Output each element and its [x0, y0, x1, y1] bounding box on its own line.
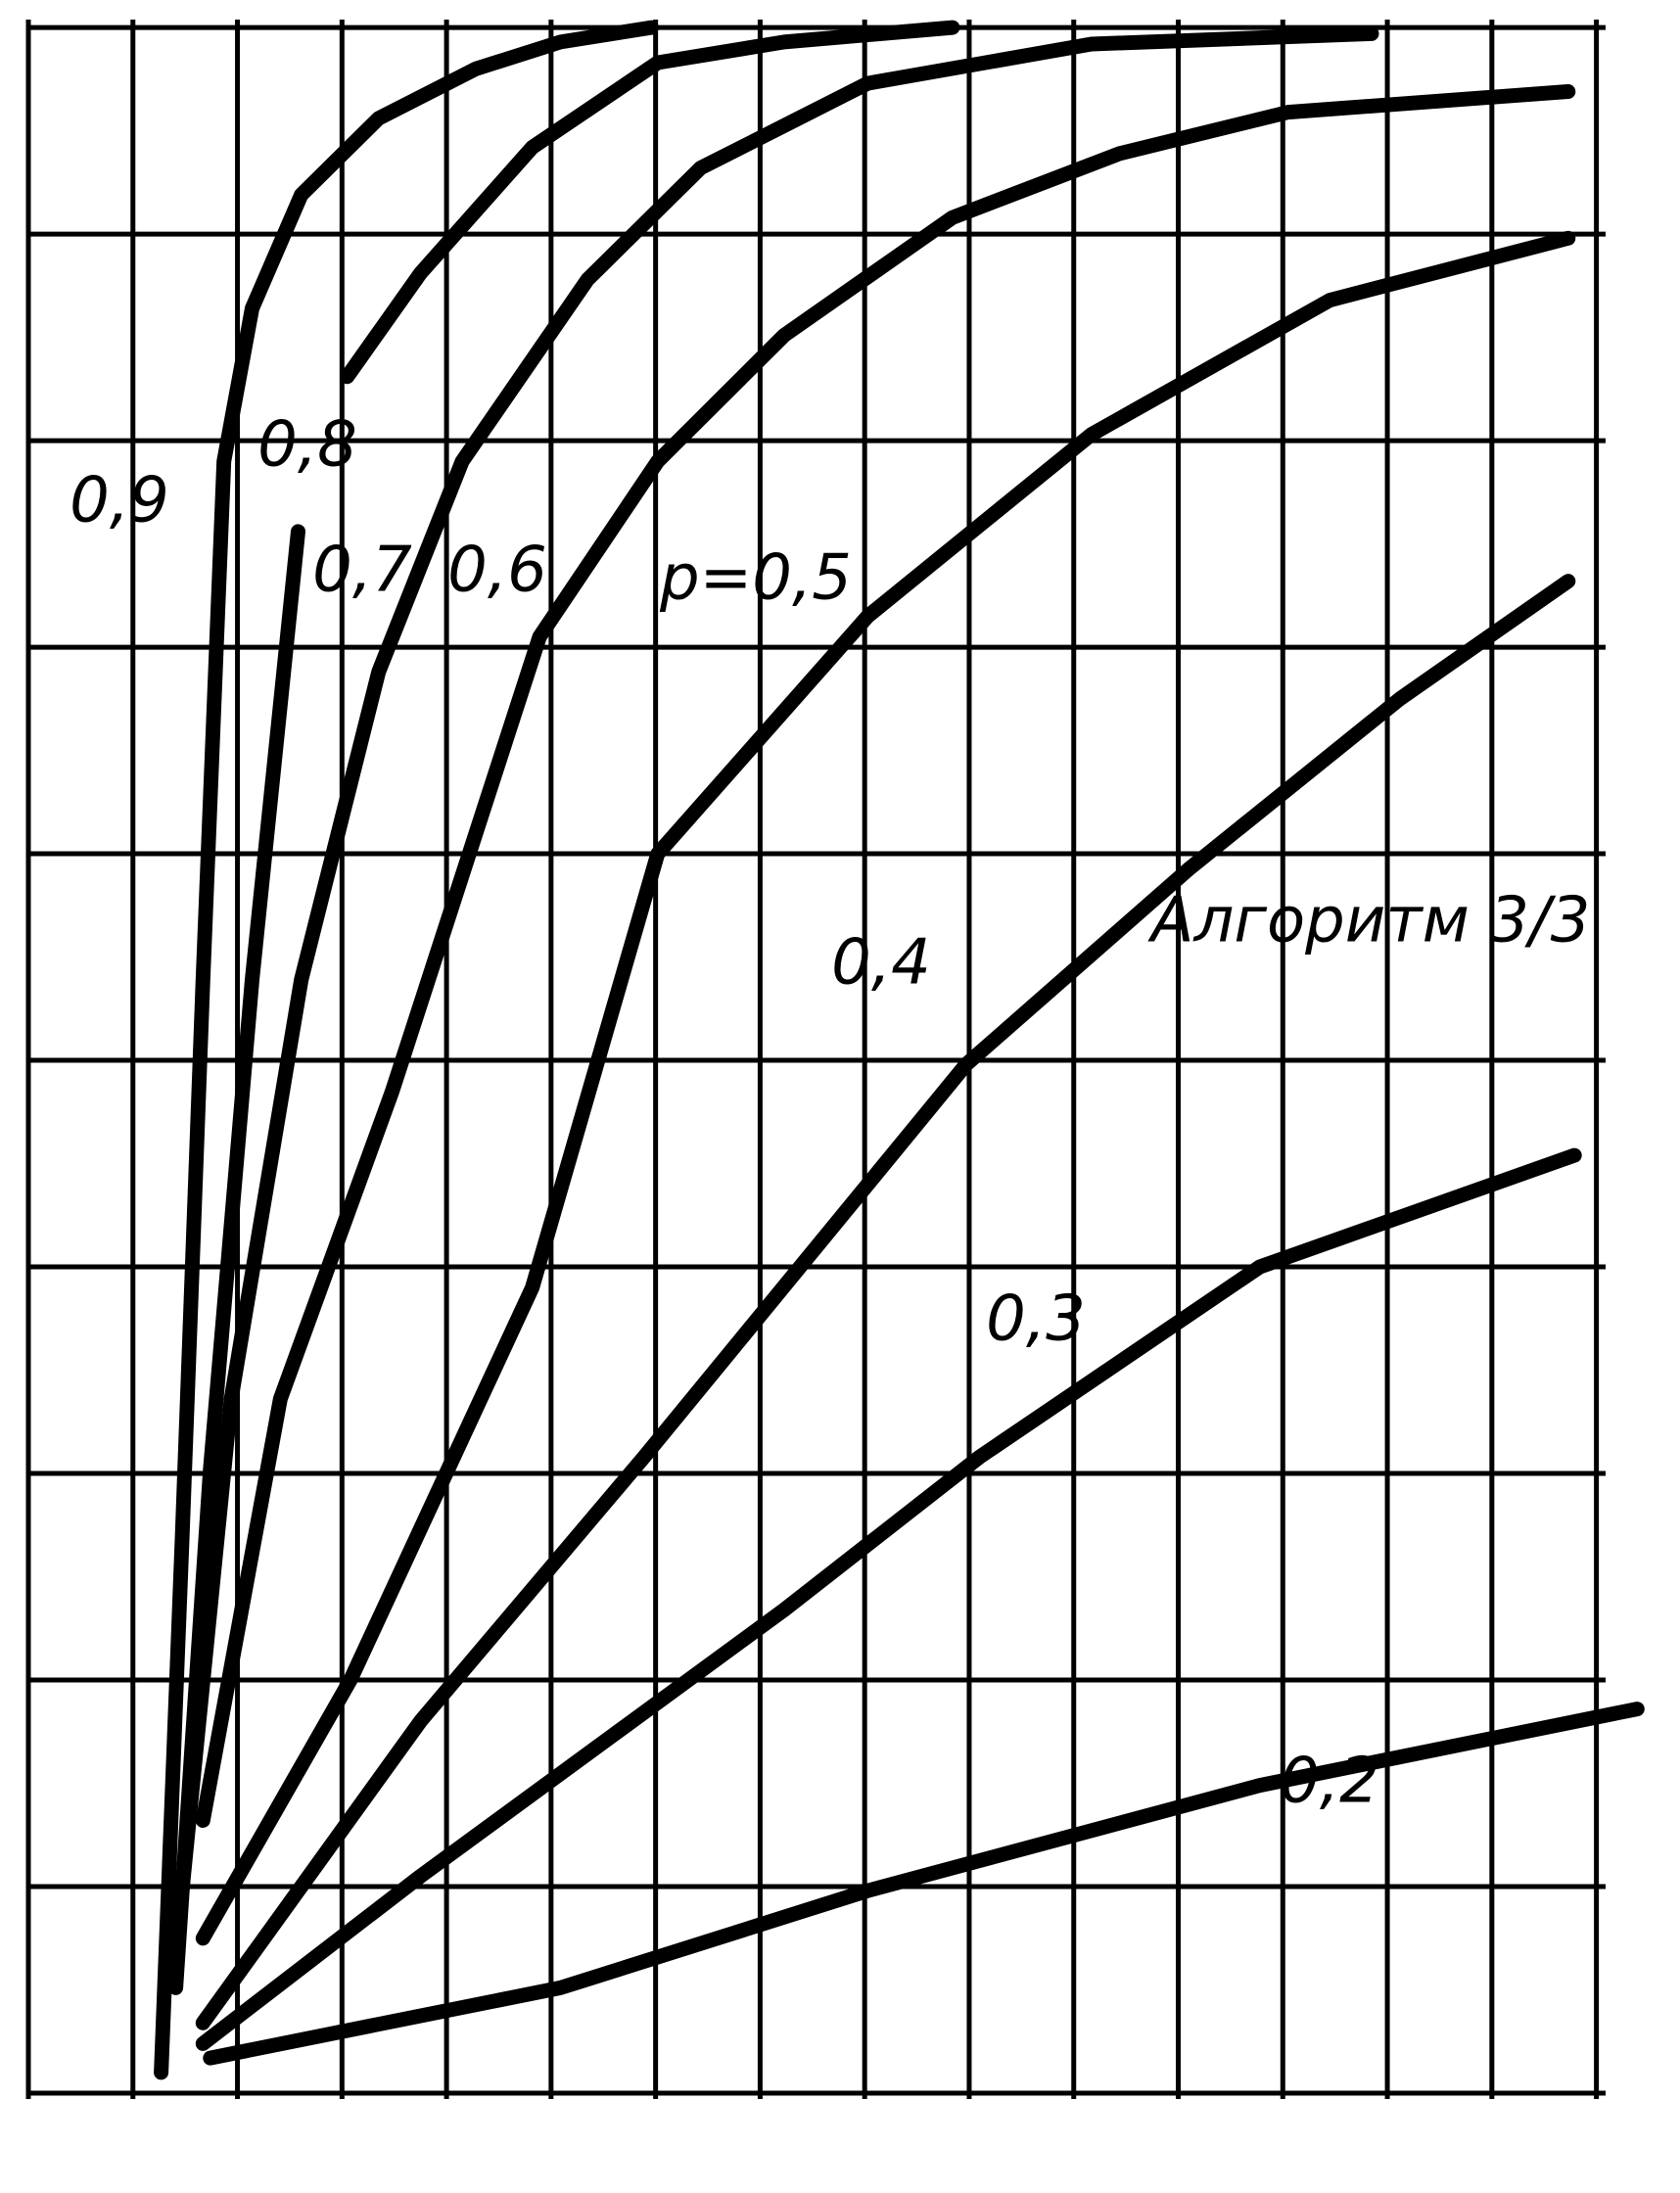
curve-label: 0,2: [1280, 1746, 1379, 1818]
curve-label: 0,7: [312, 535, 412, 607]
curve: [154, 20, 659, 2080]
curve: [195, 230, 1576, 1946]
curve: [203, 1702, 1645, 2066]
curve: [195, 1147, 1582, 2051]
curve-label: 0,6: [447, 535, 547, 607]
curve: [195, 574, 1576, 2030]
curve: [195, 84, 1576, 1828]
annotation: Алгоритм 3/3: [1147, 885, 1591, 957]
curve-label: 0,4: [831, 927, 931, 1000]
curve-label: 0,9: [70, 465, 169, 537]
curve: [174, 25, 1379, 1898]
curve-label: р=0,5: [659, 542, 852, 615]
curve-label: 0,3: [986, 1283, 1086, 1356]
curve-label: 0,8: [257, 409, 357, 482]
